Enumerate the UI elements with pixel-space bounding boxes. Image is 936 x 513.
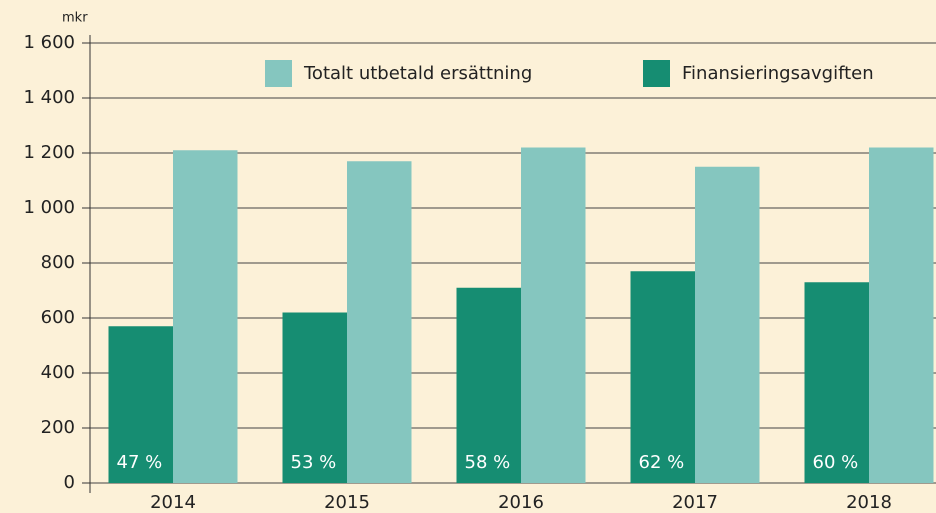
share-label: 60 % — [813, 452, 859, 473]
share-label: 58 % — [465, 452, 511, 473]
y-tick-label: 1 600 — [23, 32, 75, 53]
share-label: 47 % — [117, 452, 163, 473]
bar — [108, 326, 173, 483]
y-tick-label: 600 — [41, 307, 75, 328]
bar — [347, 161, 412, 483]
share-label: 62 % — [639, 452, 685, 473]
y-tick-label: 400 — [41, 362, 75, 383]
bar — [173, 150, 238, 483]
y-tick-label: 200 — [41, 417, 75, 438]
x-tick-label: 2016 — [498, 492, 544, 513]
share-label: 53 % — [291, 452, 337, 473]
x-tick-label: 2018 — [846, 492, 892, 513]
legend-swatch — [643, 60, 670, 87]
bar — [630, 271, 695, 483]
y-tick-label: 1 200 — [23, 142, 75, 163]
x-tick-label: 2017 — [672, 492, 718, 513]
bar — [804, 282, 869, 483]
legend-label: Finansieringsavgiften — [682, 63, 874, 84]
x-tick-label: 2015 — [324, 492, 370, 513]
y-tick-label: 800 — [41, 252, 75, 273]
bar — [869, 147, 934, 483]
y-tick-label: 1 400 — [23, 87, 75, 108]
y-tick-label: 1 000 — [23, 197, 75, 218]
bar — [456, 287, 521, 483]
legend-label: Totalt utbetald ersättning — [303, 63, 532, 84]
bar — [282, 312, 347, 483]
x-tick-label: 2014 — [150, 492, 196, 513]
bar — [521, 147, 586, 483]
y-tick-label: 0 — [64, 472, 75, 493]
legend-swatch — [265, 60, 292, 87]
y-unit: mkr — [62, 11, 88, 26]
bar — [695, 166, 760, 483]
